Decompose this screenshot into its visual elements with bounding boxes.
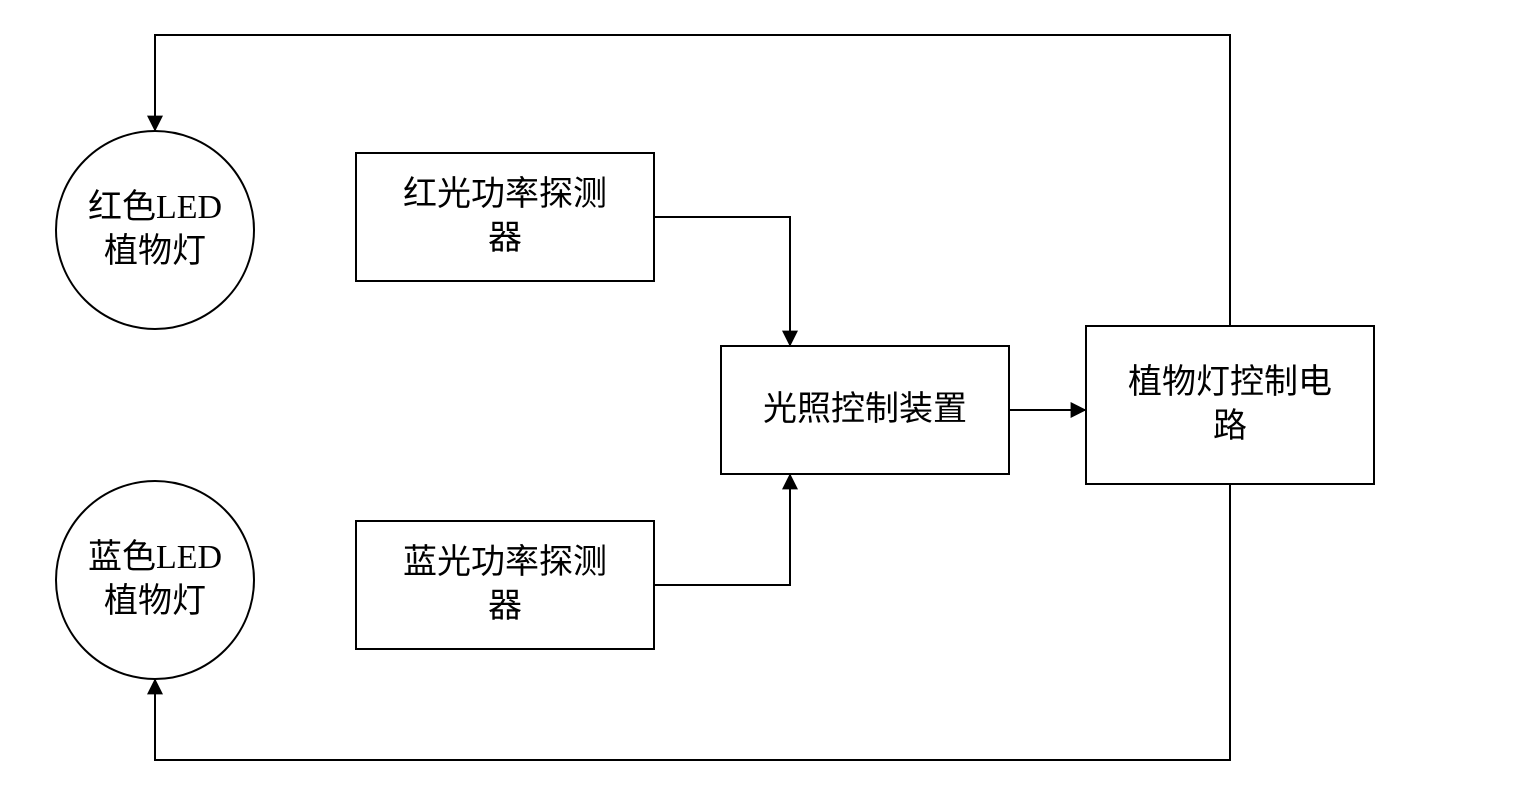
- node-light-ctrl-label: 光照控制装置: [763, 388, 967, 432]
- node-red-led: 红色LED植物灯: [55, 130, 255, 330]
- node-red-detector: 红光功率探测器: [355, 152, 655, 282]
- edge-blue-detector-to-light-ctrl: [655, 475, 790, 585]
- node-light-ctrl: 光照控制装置: [720, 345, 1010, 475]
- edge-red-detector-to-light-ctrl: [655, 217, 790, 345]
- node-lamp-ctrl: 植物灯控制电路: [1085, 325, 1375, 485]
- node-blue-led-label: 蓝色LED植物灯: [88, 536, 222, 624]
- edge-lamp-ctrl-to-red-led: [155, 35, 1230, 325]
- node-blue-led: 蓝色LED植物灯: [55, 480, 255, 680]
- node-red-led-label: 红色LED植物灯: [88, 186, 222, 274]
- node-red-detector-label: 红光功率探测器: [403, 173, 607, 261]
- node-blue-detector-label: 蓝光功率探测器: [403, 541, 607, 629]
- node-lamp-ctrl-label: 植物灯控制电路: [1128, 361, 1332, 449]
- edge-lamp-ctrl-to-blue-led: [155, 485, 1230, 760]
- node-blue-detector: 蓝光功率探测器: [355, 520, 655, 650]
